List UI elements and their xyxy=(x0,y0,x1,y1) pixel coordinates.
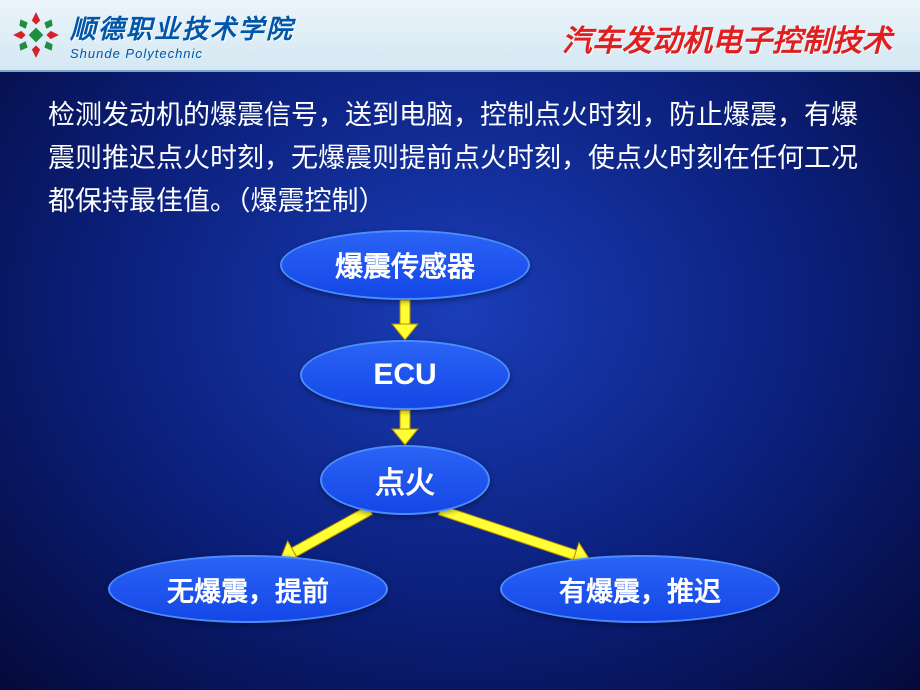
arrow xyxy=(392,410,418,445)
arrow xyxy=(392,300,418,340)
arrow xyxy=(280,506,372,564)
flow-node-label: ECU xyxy=(373,358,436,392)
school-logo-icon xyxy=(10,9,62,61)
flow-node-label: 无爆震，提前 xyxy=(167,570,329,609)
flow-node-label: 有爆震，推迟 xyxy=(559,570,721,609)
course-title: 汽车发动机电子控制技术 xyxy=(562,16,892,60)
flow-node-n1: 爆震传感器 xyxy=(280,230,530,300)
arrow xyxy=(438,505,590,567)
flow-node-n3: 点火 xyxy=(320,445,490,515)
flow-node-label: 点火 xyxy=(375,458,435,502)
flow-node-n4: 无爆震，提前 xyxy=(108,555,388,623)
logo-box: 顺德职业技术学院 Shunde Polytechnic xyxy=(0,9,294,61)
flow-node-label: 爆震传感器 xyxy=(335,245,475,285)
flow-node-n2: ECU xyxy=(300,340,510,410)
flowchart-diagram: 爆震传感器 ECU 点火无爆震，提前 有爆震，推迟 xyxy=(0,230,920,650)
school-text: 顺德职业技术学院 Shunde Polytechnic xyxy=(70,9,294,61)
school-name-cn: 顺德职业技术学院 xyxy=(70,9,294,46)
flow-node-n5: 有爆震，推迟 xyxy=(500,555,780,623)
slide: 顺德职业技术学院 Shunde Polytechnic 汽车发动机电子控制技术 … xyxy=(0,0,920,690)
body-paragraph: 检测发动机的爆震信号，送到电脑，控制点火时刻，防止爆震，有爆震则推迟点火时刻，无… xyxy=(48,94,878,224)
header-bar: 顺德职业技术学院 Shunde Polytechnic 汽车发动机电子控制技术 xyxy=(0,0,920,72)
school-name-en: Shunde Polytechnic xyxy=(70,46,294,61)
